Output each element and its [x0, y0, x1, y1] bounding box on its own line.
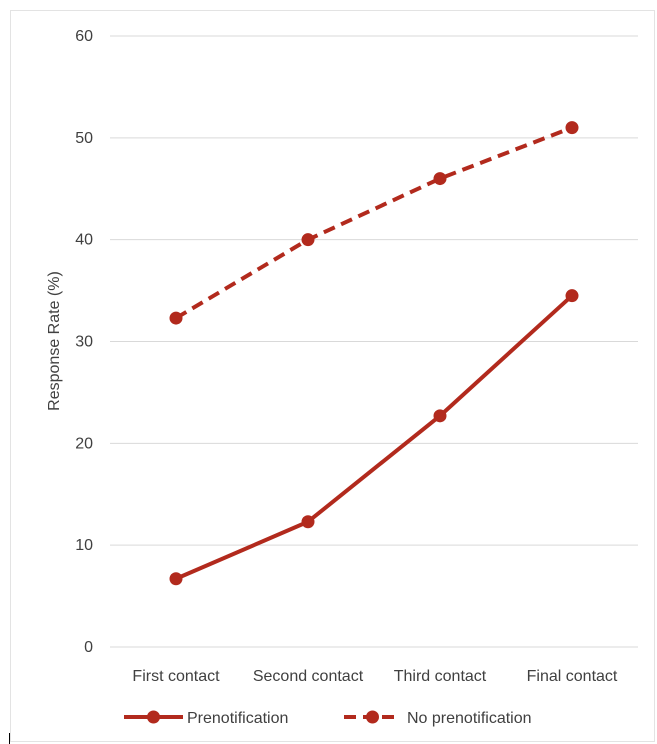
data-point [301, 515, 315, 529]
legend-label: No prenotification [407, 710, 532, 727]
legend-swatch-marker [147, 710, 160, 724]
data-point [565, 121, 579, 135]
x-tick-label: Final contact [527, 668, 618, 685]
y-tick-label: 40 [75, 232, 93, 249]
y-tick-label: 0 [84, 639, 93, 656]
legend-item: No prenotification [344, 710, 532, 727]
y-tick-label: 50 [75, 130, 93, 147]
gridlines [110, 35, 638, 648]
y-tick-label: 60 [75, 28, 93, 45]
x-axis-ticks: First contact Second contact Third contact… [132, 668, 617, 685]
y-axis-title: Response Rate (%) [46, 271, 63, 411]
data-point [433, 409, 447, 423]
data-point [169, 311, 183, 325]
legend-label: Prenotification [187, 710, 288, 727]
y-tick-label: 30 [75, 334, 93, 351]
data-point [301, 233, 315, 247]
series [169, 121, 579, 586]
legend-item: Prenotification [124, 710, 288, 727]
y-tick-label: 10 [75, 537, 93, 554]
x-tick-label: First contact [132, 668, 220, 685]
legend-swatch-marker [366, 710, 379, 724]
text-cursor [9, 733, 10, 744]
data-point [565, 289, 579, 303]
legend: Prenotification No prenotification [124, 710, 532, 727]
data-point [169, 572, 183, 586]
y-tick-label: 20 [75, 435, 93, 452]
y-axis-ticks: 0 10 20 30 40 50 60 [75, 28, 93, 656]
series-prenotification [169, 289, 579, 586]
x-tick-label: Second contact [253, 668, 364, 685]
chart-frame [10, 10, 655, 742]
series-no-prenotification [169, 121, 579, 325]
data-point [433, 172, 447, 186]
x-tick-label: Third contact [394, 668, 487, 685]
series-line [175, 294, 574, 581]
series-line [174, 125, 573, 320]
